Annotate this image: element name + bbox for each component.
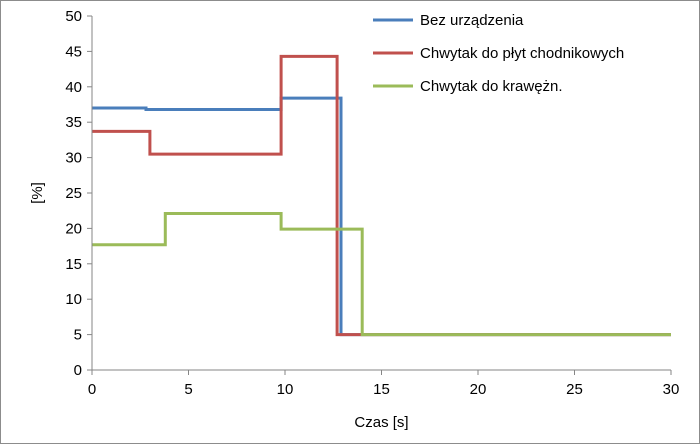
y-tick-label: 25: [65, 185, 82, 202]
x-tick-label: 15: [373, 381, 390, 398]
x-tick-label: 30: [663, 381, 680, 398]
series-line-3: [92, 212, 671, 337]
x-tick-label: 25: [566, 381, 583, 398]
y-tick-label: 20: [65, 220, 82, 237]
y-tick-label: 30: [65, 150, 82, 167]
series-line-1: [92, 96, 671, 337]
legend-label-1: Bez urządzenia: [420, 12, 524, 29]
y-tick-label: 45: [65, 43, 82, 60]
y-tick-label: 35: [65, 114, 82, 131]
legend: Bez urządzenia Chwytak do płyt chodnikowy…: [373, 12, 624, 95]
series-layer: [92, 54, 671, 337]
x-tick-label: 0: [88, 381, 96, 398]
x-axis-ticks: 0 5 10 15 20 25 30: [88, 370, 680, 398]
legend-label-2: Chwytak do płyt chodnikowych: [420, 45, 624, 62]
y-tick-label: 50: [65, 8, 82, 25]
y-axis-ticks: 0 5 10 15 20 25 30 35 40 45 50: [65, 8, 92, 379]
y-axis-title: [%]: [29, 182, 46, 204]
x-tick-label: 20: [470, 381, 487, 398]
y-tick-label: 15: [65, 256, 82, 273]
y-tick-label: 40: [65, 79, 82, 96]
y-tick-label: 0: [74, 362, 82, 379]
x-axis-title: Czas [s]: [354, 414, 408, 431]
x-tick-label: 10: [277, 381, 294, 398]
series-line-2: [92, 54, 671, 337]
legend-label-3: Chwytak do krawężn.: [420, 78, 563, 95]
y-tick-label: 5: [74, 327, 82, 344]
axes: [91, 16, 671, 371]
x-tick-label: 5: [184, 381, 192, 398]
y-tick-label: 10: [65, 291, 82, 308]
